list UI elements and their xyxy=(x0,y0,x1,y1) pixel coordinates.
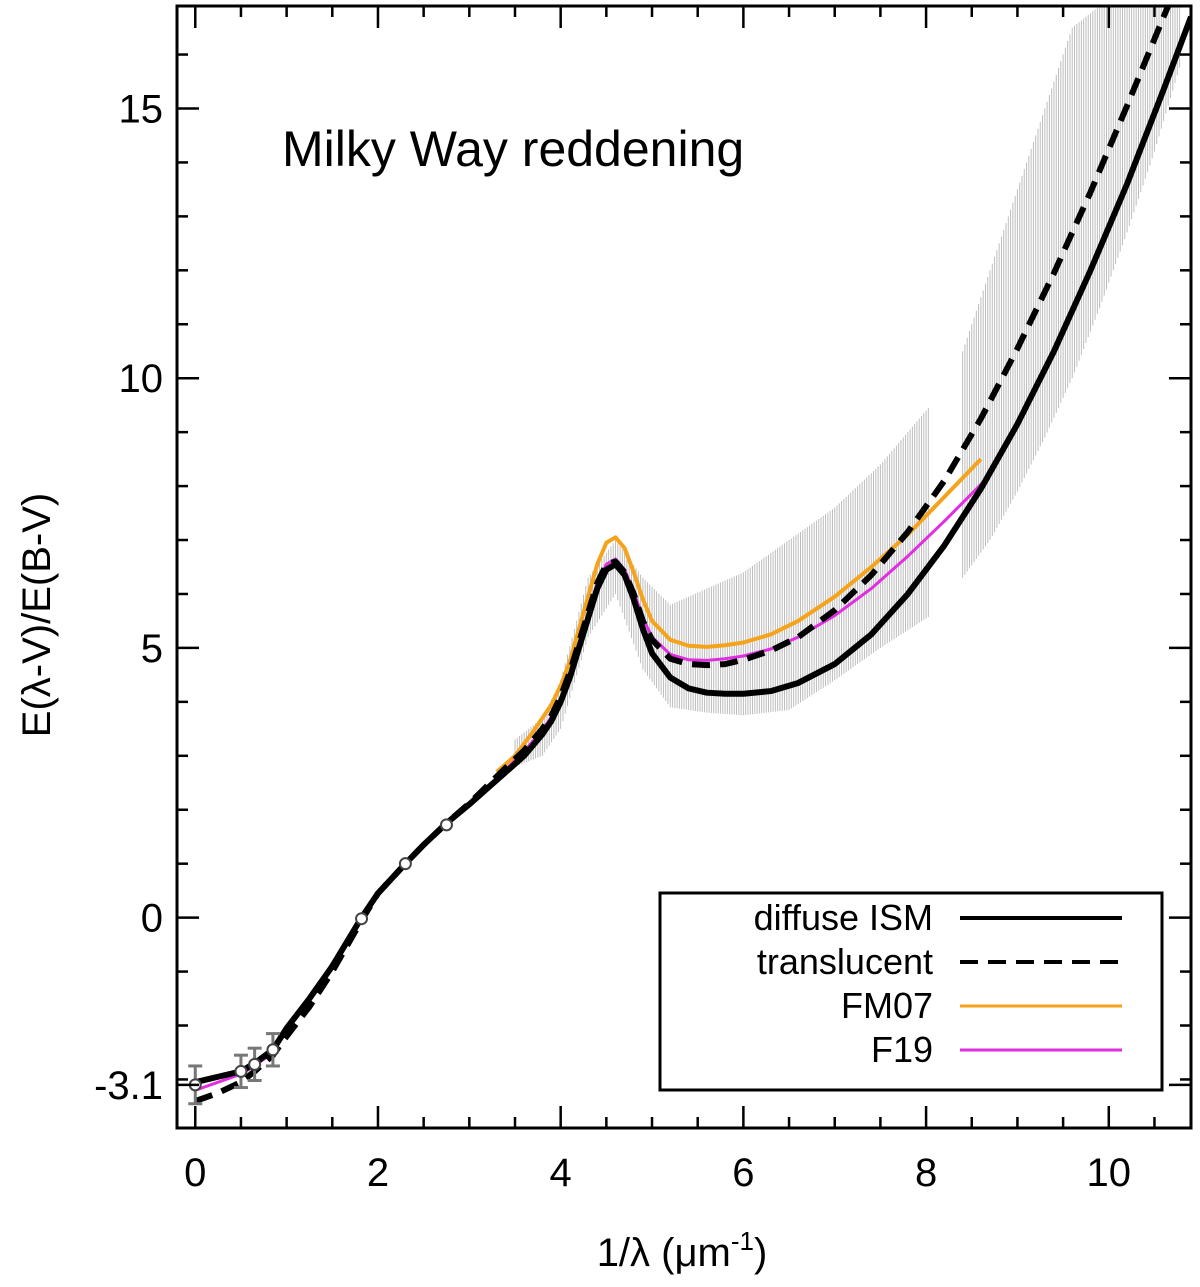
x-tick-label: 6 xyxy=(732,1151,754,1195)
x-tick-label: 0 xyxy=(184,1151,206,1195)
data-point xyxy=(398,857,412,871)
legend-label: diffuse ISM xyxy=(754,897,933,938)
data-point xyxy=(439,818,453,832)
series-lines xyxy=(194,6,1191,1104)
data-point xyxy=(248,1057,262,1071)
x-tick-label: 4 xyxy=(550,1151,572,1195)
y-tick-label: 10 xyxy=(119,357,164,401)
y-tick-label: 5 xyxy=(141,627,163,671)
axis-ticks xyxy=(177,6,1191,1128)
legend-label: F19 xyxy=(871,1029,933,1070)
diffuse-ism-band xyxy=(514,407,929,767)
legend-label: translucent xyxy=(757,941,933,982)
data-point xyxy=(266,1043,280,1057)
series-line-diffuse-ism xyxy=(194,15,1191,1086)
y-tick-labels: -3.1 0 5 10 15 xyxy=(94,87,163,1107)
data-point xyxy=(355,912,369,926)
legend-label: FM07 xyxy=(841,985,933,1026)
series-line-fm07 xyxy=(495,457,983,774)
x-tick-label: 2 xyxy=(367,1151,389,1195)
translucent-band xyxy=(962,6,1181,578)
plot-frame xyxy=(175,4,1193,1130)
data-point xyxy=(234,1064,248,1078)
y-axis-title: E(λ-V)/E(B-V) xyxy=(15,493,59,737)
data-points xyxy=(188,818,453,1106)
y-tick-label: 15 xyxy=(119,87,164,131)
x-axis-title: 1/λ (μm-1) xyxy=(597,1226,768,1275)
chart-title: Milky Way reddening xyxy=(282,121,744,177)
x-tick-labels: 0 2 4 6 8 10 xyxy=(184,1151,1131,1195)
legend-box xyxy=(658,891,1164,1092)
y-tick-label: -3.1 xyxy=(94,1064,163,1108)
y-tick-label: 0 xyxy=(141,897,163,941)
x-tick-label: 10 xyxy=(1087,1151,1132,1195)
x-tick-label: 8 xyxy=(915,1151,937,1195)
